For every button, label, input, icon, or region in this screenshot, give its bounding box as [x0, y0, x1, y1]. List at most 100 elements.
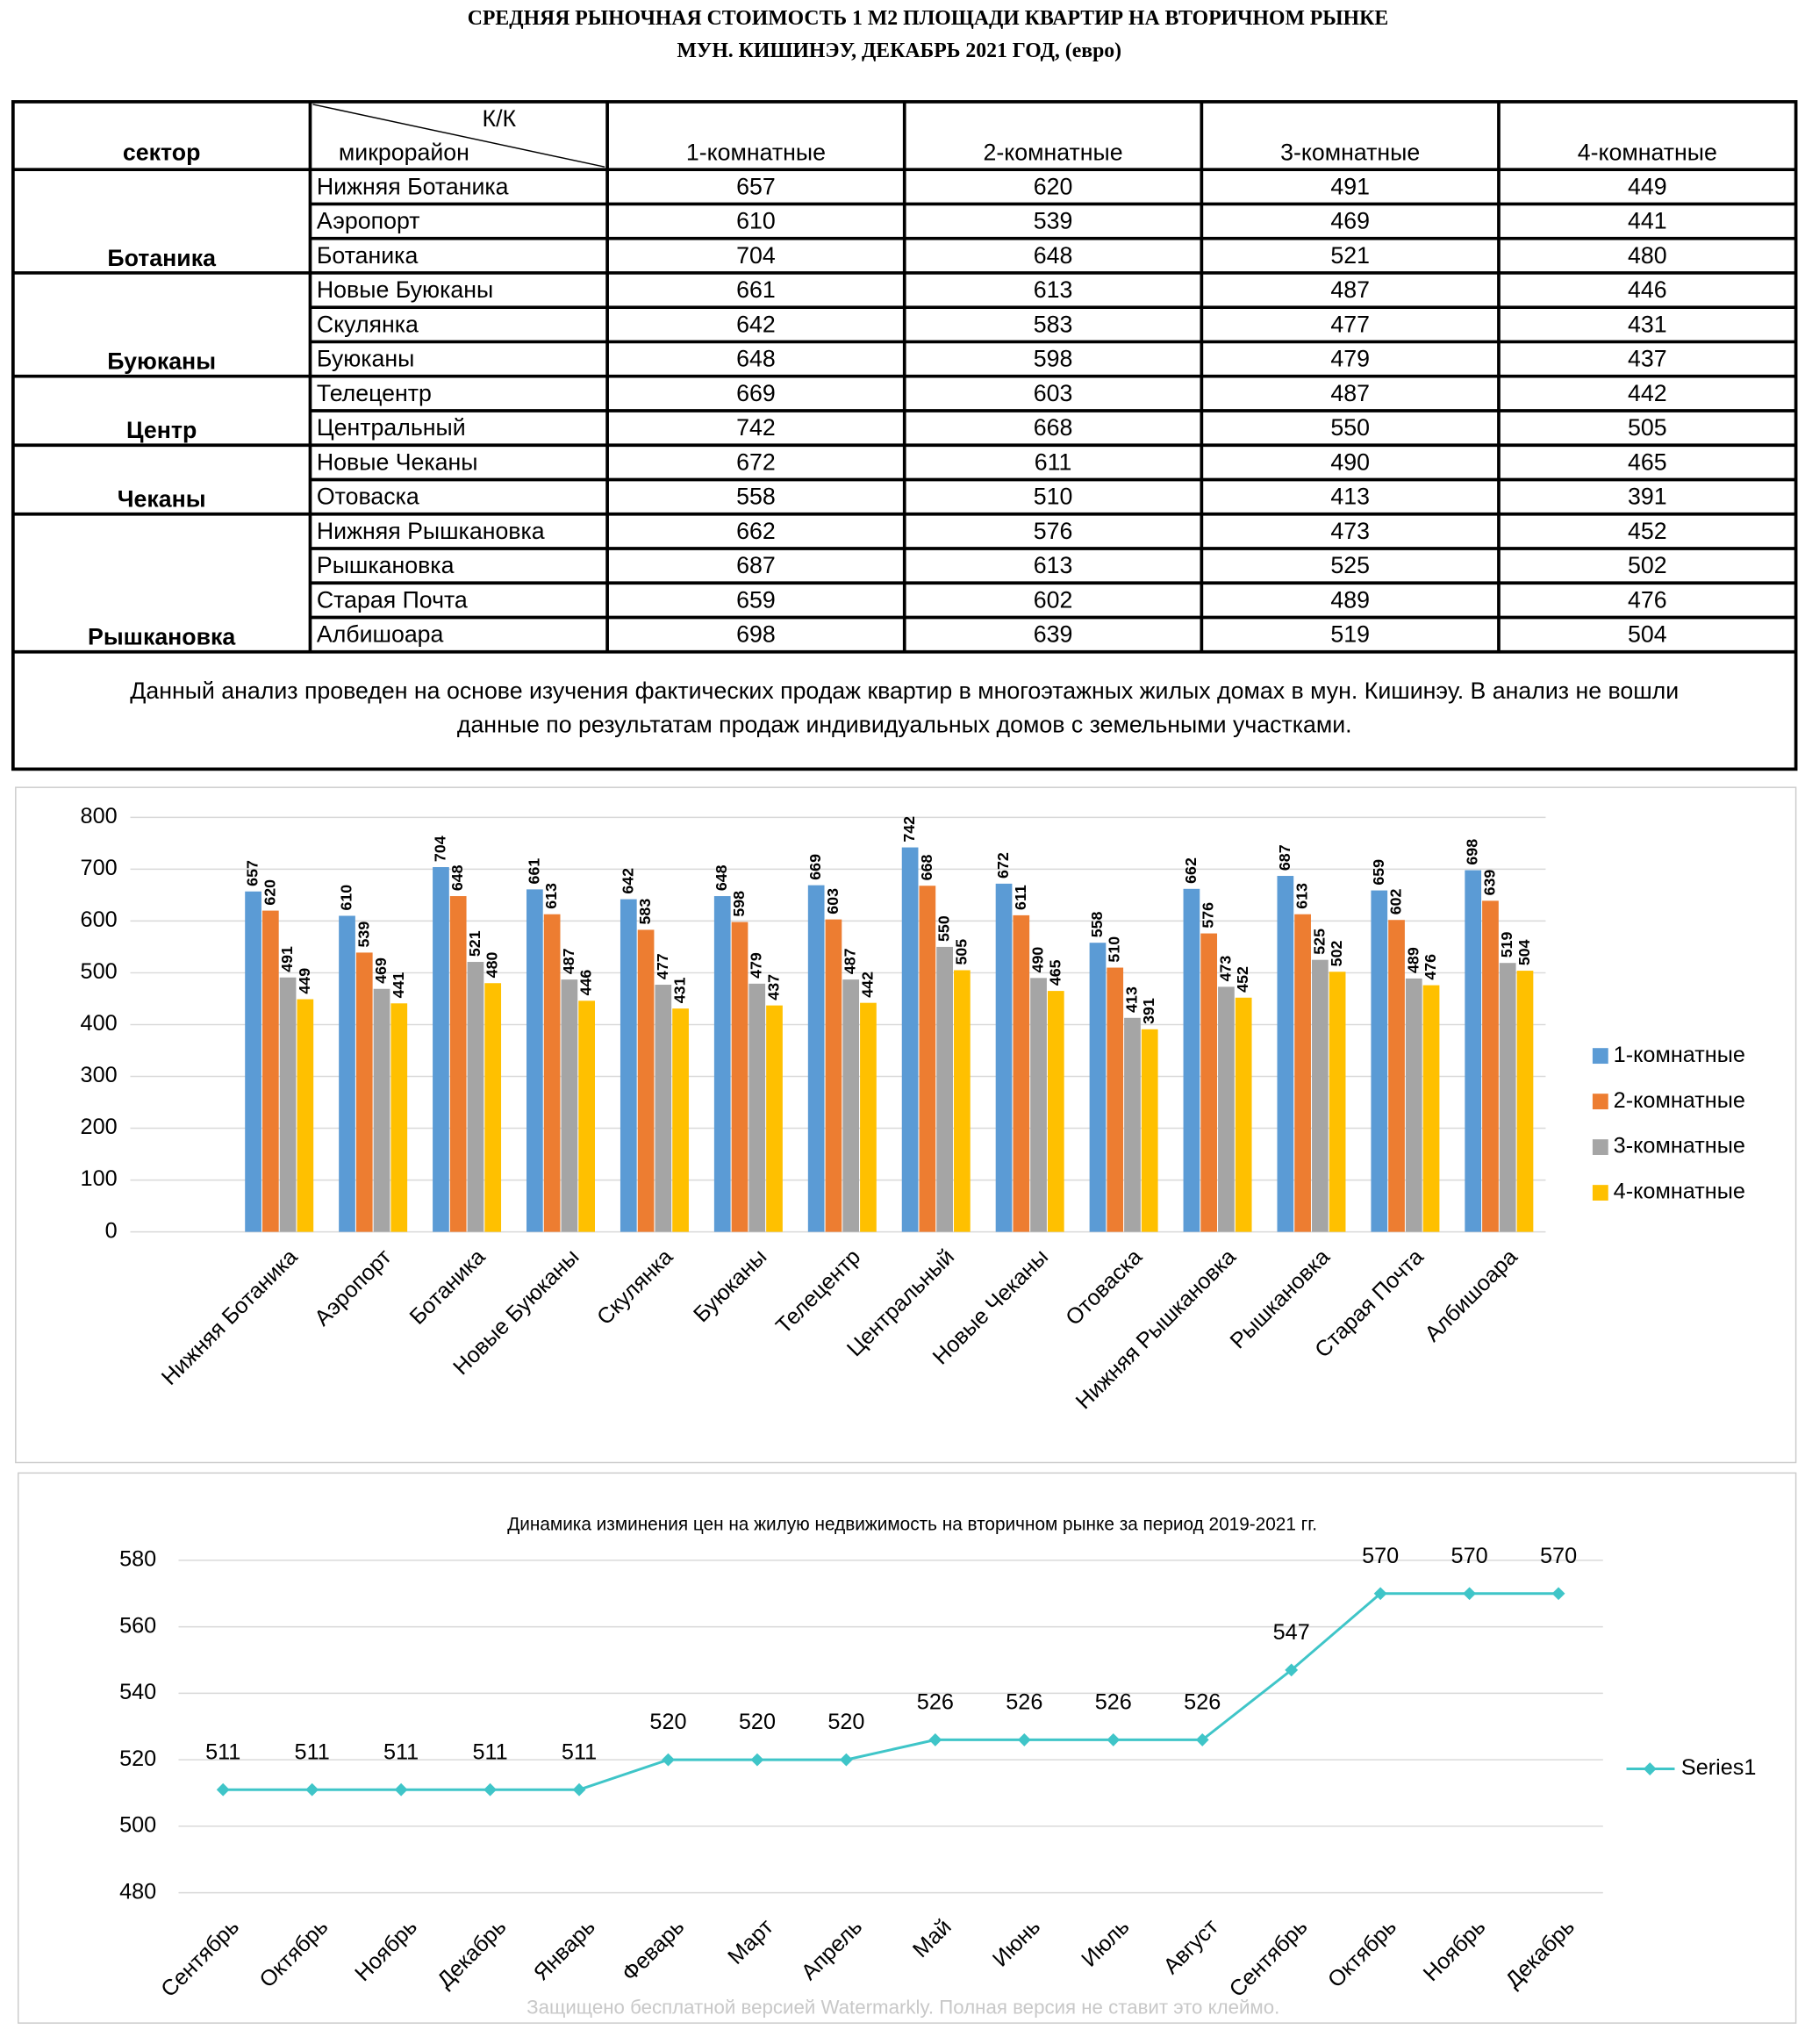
value-label: 642 [619, 868, 636, 894]
point-marker [839, 1753, 853, 1767]
value-cell: 659 [736, 586, 776, 613]
value-label: 520 [827, 1710, 864, 1734]
x-tick-label: Буюканы [689, 1244, 771, 1327]
x-tick-label: Ноябрь [350, 1914, 422, 1986]
value-cell: 490 [1330, 448, 1370, 475]
value-label: 610 [338, 885, 355, 911]
y-tick-label: 580 [119, 1547, 156, 1572]
value-label: 431 [671, 977, 689, 1003]
bar [1277, 876, 1294, 1232]
value-label: 657 [244, 860, 261, 886]
point-marker [928, 1732, 942, 1746]
x-tick-label: Нижняя Рышкановка [1071, 1244, 1242, 1414]
bar [1422, 985, 1440, 1232]
bar [807, 885, 825, 1232]
bar [373, 988, 390, 1232]
note-line: данные по результатам продаж индивидуаль… [457, 711, 1352, 737]
x-tick-label: Июнь [988, 1914, 1045, 1971]
value-label: 437 [765, 974, 783, 1000]
point-marker [1285, 1663, 1299, 1677]
bar [954, 970, 971, 1232]
value-label: 687 [1276, 844, 1293, 871]
value-label: 668 [918, 854, 935, 880]
value-label: 465 [1046, 959, 1064, 986]
header-cell: микрорайон [339, 139, 469, 165]
point-marker [1373, 1587, 1387, 1601]
y-tick-label: 400 [81, 1011, 118, 1036]
value-label: 511 [295, 1739, 330, 1764]
value-cell: 469 [1330, 208, 1370, 234]
value-label: 526 [1006, 1689, 1042, 1714]
point-marker [305, 1782, 319, 1797]
value-label: 487 [560, 948, 577, 974]
header-cell: К/К [483, 105, 517, 132]
title-line: МУН. КИШИНЭУ, ДЕКАБРЬ 2021 ГОД, (евро) [677, 39, 1121, 62]
value-label: 491 [278, 946, 296, 972]
value-label: 742 [900, 816, 918, 843]
value-label: 539 [355, 922, 372, 948]
note-line: Данный анализ проведен на основе изучени… [130, 678, 1679, 704]
bar [842, 979, 860, 1232]
value-label: 704 [431, 836, 448, 862]
value-label: 698 [1464, 839, 1481, 865]
header-cell: 2-комнатные [984, 139, 1123, 165]
value-cell: 502 [1628, 552, 1667, 578]
value-cell: 413 [1330, 484, 1370, 510]
watermark: Защищено бесплатной версией Watermarkly.… [526, 1997, 1279, 2019]
value-cell: 642 [736, 311, 776, 337]
value-label: 391 [1140, 998, 1157, 1024]
bar [279, 977, 297, 1232]
value-label: 525 [1310, 929, 1328, 955]
x-tick-label: Октябрь [255, 1914, 333, 1992]
bar [1465, 870, 1482, 1232]
bar [1089, 943, 1107, 1232]
value-cell: 465 [1628, 448, 1667, 475]
value-label: 598 [730, 891, 748, 917]
value-label: 662 [1182, 857, 1200, 884]
value-cell: 598 [1034, 346, 1073, 372]
bar [484, 983, 502, 1232]
value-cell: 611 [1035, 448, 1072, 475]
series-line [223, 1592, 1559, 1791]
value-label: 476 [1422, 954, 1439, 980]
value-cell: 648 [736, 346, 776, 372]
x-tick-label: Август [1159, 1914, 1224, 1979]
district-cell: Телецентр [317, 380, 432, 406]
value-cell: 704 [736, 242, 776, 269]
bar [1235, 997, 1252, 1232]
x-tick-label: Июль [1077, 1914, 1134, 1971]
bar [1218, 986, 1235, 1232]
value-label: 511 [205, 1739, 240, 1764]
legend-swatch [1592, 1048, 1608, 1065]
y-tick-label: 200 [81, 1115, 118, 1139]
x-tick-label: Апрель [797, 1914, 867, 1984]
district-cell: Ботаника [317, 242, 419, 269]
value-label: 603 [824, 888, 842, 914]
value-label: 510 [1106, 936, 1123, 963]
legend-swatch [1592, 1094, 1608, 1110]
value-label: 526 [1184, 1689, 1221, 1714]
value-label: 648 [713, 864, 730, 891]
value-label: 469 [372, 957, 390, 984]
value-cell: 519 [1330, 621, 1370, 648]
value-cell: 610 [736, 208, 776, 234]
value-label: 511 [383, 1739, 419, 1764]
value-label: 489 [1404, 947, 1422, 973]
value-label: 502 [1328, 940, 1345, 966]
point-marker [394, 1782, 408, 1797]
value-cell: 480 [1628, 242, 1667, 269]
value-label: 477 [654, 953, 671, 979]
x-tick-label: Декабрь [433, 1914, 511, 1992]
value-label: 446 [577, 970, 595, 996]
value-cell: 698 [736, 621, 776, 648]
y-tick-label: 800 [81, 804, 118, 828]
bar [1183, 888, 1200, 1232]
bar [1499, 963, 1516, 1232]
sector-cell: Рышкановка [88, 624, 236, 650]
value-label: 504 [1515, 939, 1533, 965]
value-cell: 613 [1034, 552, 1073, 578]
district-cell: Буюканы [317, 346, 414, 372]
value-label: 576 [1200, 902, 1217, 929]
value-label: 550 [935, 915, 953, 942]
bar [297, 999, 314, 1232]
